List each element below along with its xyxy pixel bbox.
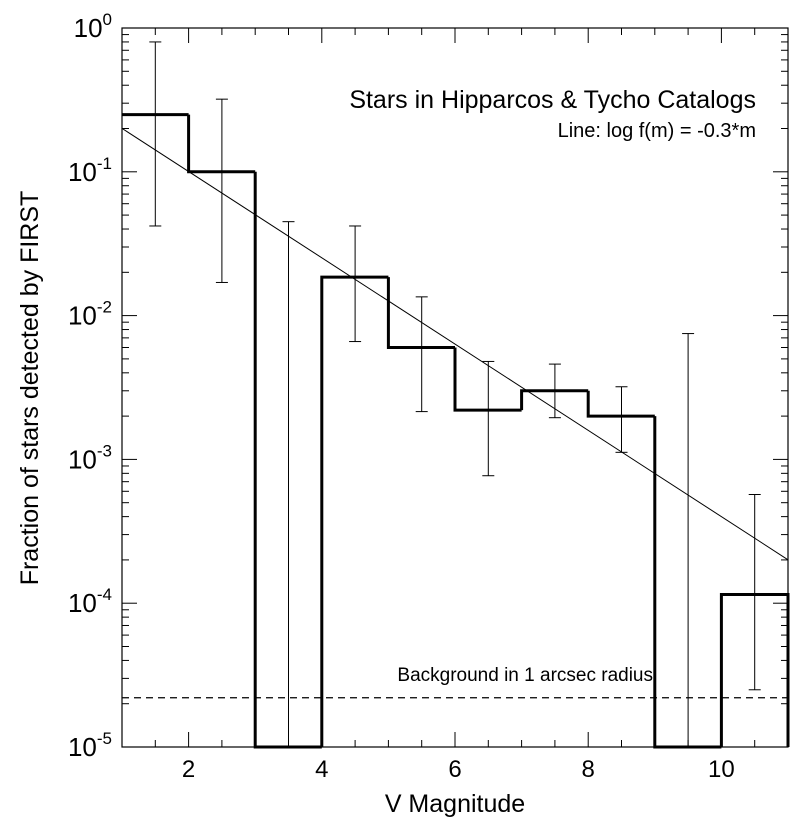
fit-line	[121, 127, 789, 561]
y-tick-label: 10-3	[68, 441, 112, 474]
histogram-bin	[653, 416, 722, 749]
background-label: Background in 1 arcsec radius	[397, 665, 653, 686]
histogram-bin	[453, 347, 522, 412]
histogram-bin	[586, 390, 655, 418]
x-tick-label: 4	[315, 756, 328, 783]
y-tick-label: 10-1	[68, 154, 112, 187]
x-tick-label: 6	[448, 756, 461, 783]
x-tick-label: 10	[708, 756, 735, 783]
histogram-bin	[253, 171, 322, 749]
histogram-bin	[520, 389, 589, 411]
x-tick-label: 8	[582, 756, 595, 783]
y-tick-label: 10-2	[68, 298, 112, 331]
fit-line-label: Line: log f(m) = -0.3*m	[558, 120, 756, 142]
error-bar	[415, 296, 428, 413]
x-axis-title: V Magnitude	[385, 790, 525, 818]
y-tick-label: 10-4	[68, 585, 112, 618]
error-bar	[282, 221, 295, 747]
y-axis-title: Fraction of stars detected by FIRST	[16, 191, 44, 586]
error-bar	[349, 225, 362, 343]
fit-line-layer	[121, 127, 789, 561]
error-bar	[748, 494, 761, 691]
y-tick-label: 10-5	[68, 729, 112, 762]
y-tick-label: 100	[74, 10, 112, 43]
histogram-bin	[320, 275, 389, 747]
tick-labels-layer: 2 4 6 8 10 100 10-1 10-2 10-3 10-4 10-5	[68, 10, 735, 783]
x-tick-label: 2	[182, 756, 195, 783]
error-bar	[149, 41, 162, 227]
error-bar	[482, 360, 495, 477]
error-bars-layer	[149, 41, 761, 747]
chart-annotation-title: Stars in Hipparcos & Tycho Catalogs	[349, 86, 756, 114]
error-bar	[215, 98, 228, 283]
error-bar	[682, 333, 695, 747]
